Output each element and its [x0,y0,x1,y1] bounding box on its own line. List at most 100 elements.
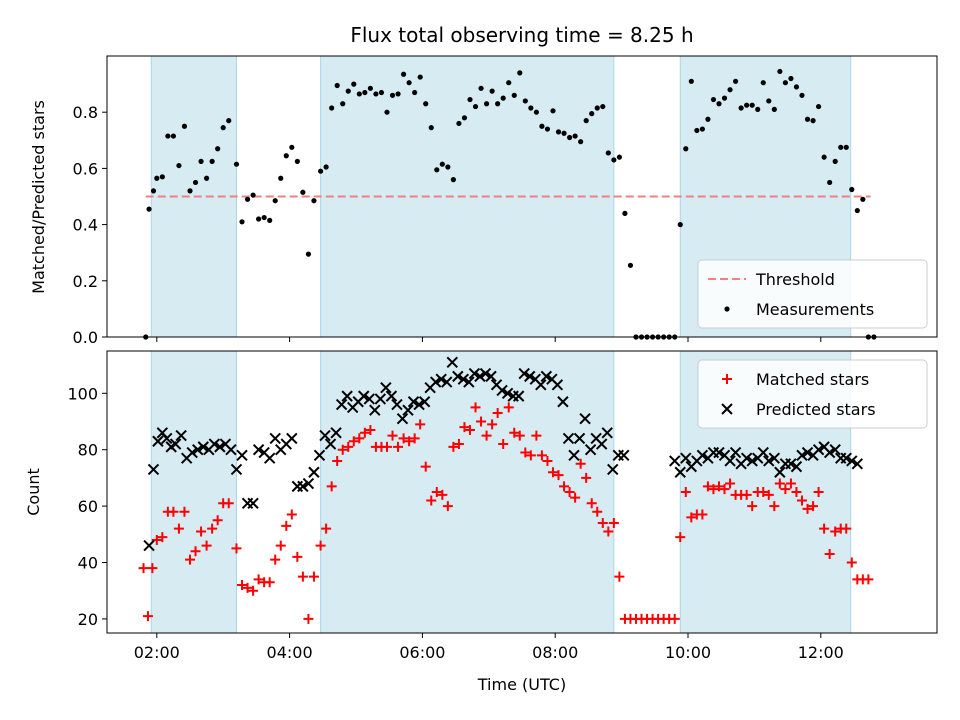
data-point [763,489,774,500]
data-point [589,111,595,117]
legend-label: Matched stars [756,370,869,389]
data-point [302,477,315,490]
data-point [170,133,176,139]
data-point [788,75,794,82]
data-point [793,84,800,90]
data-point [481,430,492,441]
data-point [512,390,525,402]
data-point [551,379,564,391]
data-point [263,452,276,464]
x-tick-label: 06:00 [399,643,445,662]
count-panel: 20 40 60 80 100 02:00 04:00 06:00 08:00 10:00 12:0… [67,350,938,662]
data-point [450,177,456,183]
data-point [496,384,508,397]
data-point [204,175,210,181]
data-point [758,487,769,497]
data-point [176,162,182,169]
ratio-y-axis-label: Matched/Predicted stars [29,100,48,294]
data-point [729,446,742,459]
data-point [241,497,254,509]
data-point [553,470,564,481]
data-point [790,460,803,473]
data-point [827,179,833,186]
data-point [777,68,783,75]
data-point [810,118,816,124]
data-point [522,98,528,104]
data-point [468,367,481,380]
data-point [431,487,442,497]
data-point [479,367,492,380]
data-point [248,585,259,596]
data-point [363,393,375,405]
data-point [680,452,692,464]
data-point [550,108,556,114]
data-point [426,495,437,506]
data-point [747,501,758,512]
data-point [771,106,777,112]
data-point [724,455,736,467]
data-point [250,192,256,198]
data-point [378,89,385,96]
data-point [487,419,498,430]
data-point [860,196,866,202]
data-point [796,495,807,506]
data-point [813,487,824,497]
data-point [851,458,864,470]
data-point [605,150,611,156]
data-point [796,449,808,462]
data-point [612,449,624,462]
data-point [782,80,788,86]
data-point [457,373,470,385]
data-point [348,436,359,447]
data-point [151,534,162,545]
data-point [769,501,780,512]
data-point [223,498,234,509]
legend-label: Predicted stars [756,400,876,419]
data-point [138,563,149,574]
data-point [520,447,531,458]
series-predicted-stars [143,356,864,552]
data-point [535,379,547,391]
x-tick-label: 10:00 [665,643,711,662]
data-point [559,481,570,492]
data-point [846,557,857,568]
data-point [185,554,195,565]
data-point [579,412,591,425]
data-point [774,466,786,478]
series-measurements [143,68,877,340]
data-point [198,158,204,164]
data-point [179,506,190,517]
data-point [572,133,578,139]
data-point [840,452,852,464]
data-point [719,484,730,495]
data-point [699,126,705,132]
data-point [498,439,509,450]
data-point [600,103,606,110]
data-point [683,146,689,152]
data-point [297,480,309,493]
data-point [429,376,442,388]
y-tick-label: 60 [78,497,98,516]
legend: Matched stars Predicted stars [697,359,928,429]
y-tick-label: 80 [78,441,98,460]
data-point [785,458,797,470]
data-point [400,71,407,77]
data-point [448,441,459,452]
y-tick-label: 0.6 [73,159,98,178]
data-point [791,487,802,497]
data-point [385,390,398,402]
data-point [536,450,547,461]
y-tick-label: 40 [78,554,98,573]
data-point [404,436,415,447]
data-point [208,438,221,450]
data-point [345,88,351,94]
data-point [168,506,179,517]
data-point [540,370,553,383]
data-point [763,455,775,467]
data-point [509,427,520,438]
data-point [829,443,841,456]
data-point [152,435,164,447]
data-point [146,206,152,212]
data-point [766,98,772,104]
legend-label: Threshold [755,270,835,289]
